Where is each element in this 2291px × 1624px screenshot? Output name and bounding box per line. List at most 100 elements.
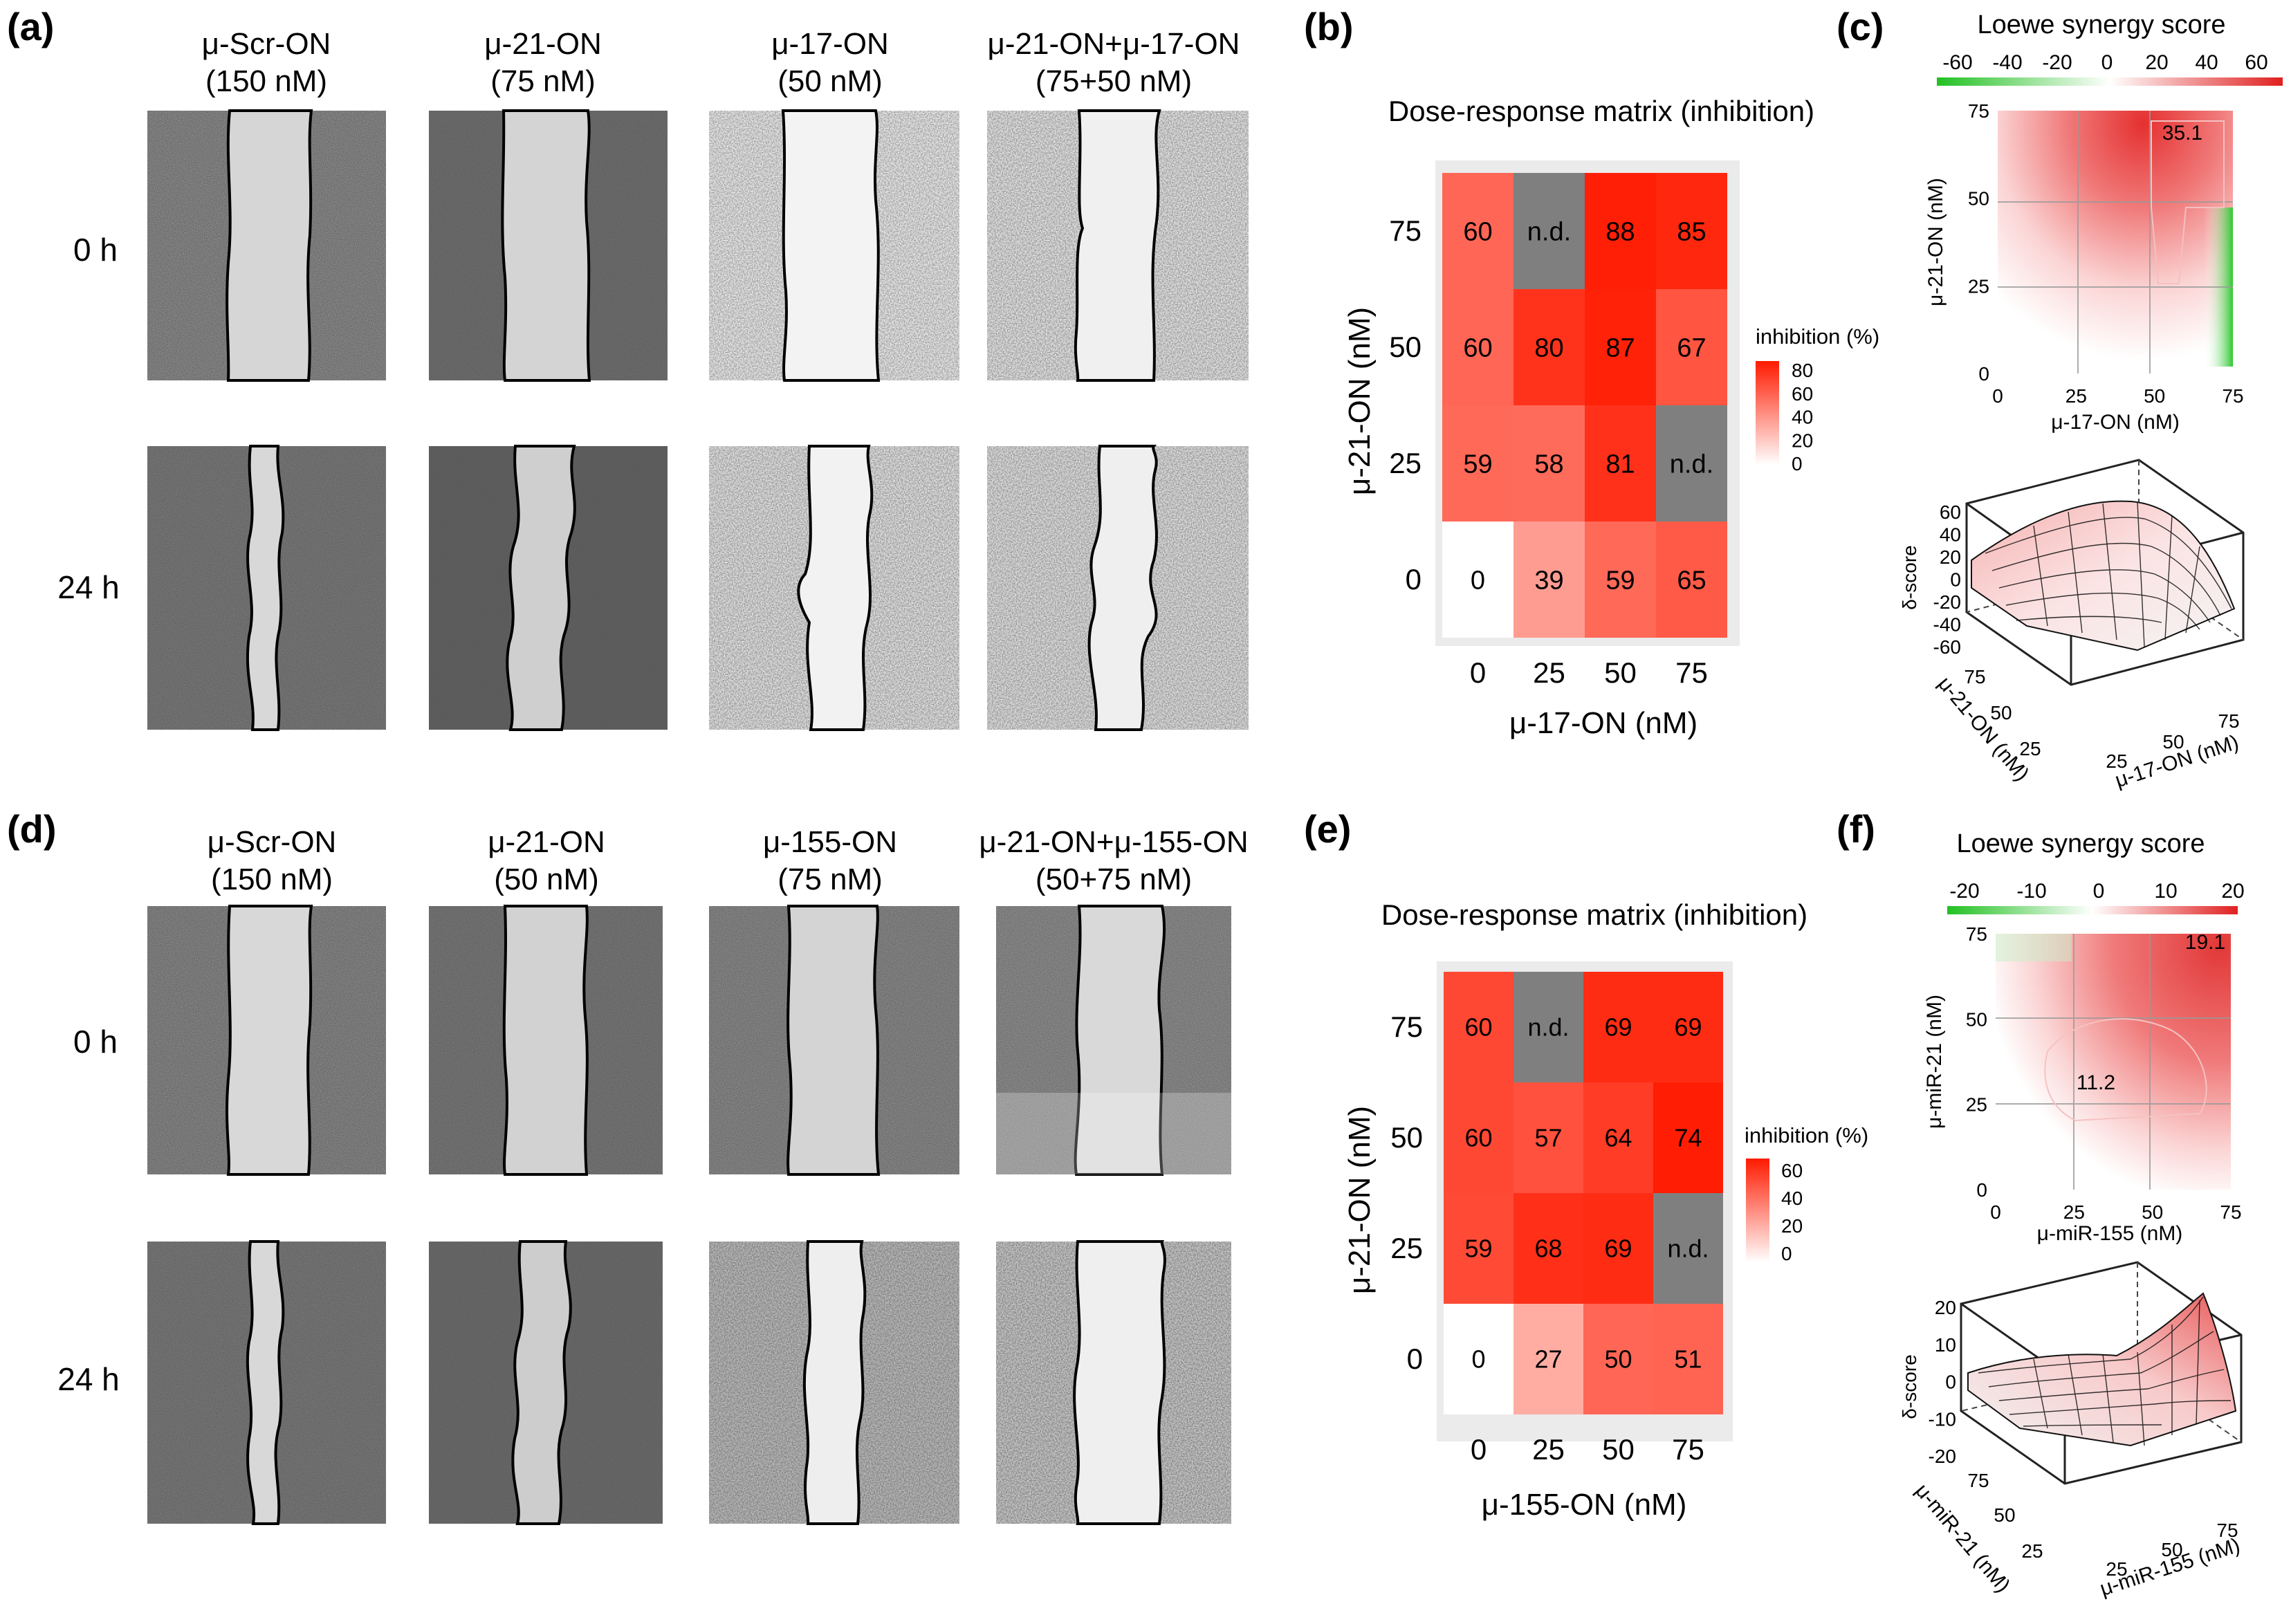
column-title: μ-21-ON [484, 27, 602, 61]
heatmap-cell [1585, 289, 1656, 405]
y-axis-label: μ-21-ON (nM) [1343, 307, 1377, 495]
cell-value-label: 69 [1674, 1013, 1702, 1042]
microscopy-image [147, 109, 386, 382]
column-dose: (75+50 nM) [1036, 64, 1192, 98]
cell-value-label: 81 [1605, 450, 1635, 479]
heatmap-cell [1656, 173, 1727, 289]
mid-value-label: 11.2 [2077, 1071, 2115, 1094]
z-tick-label: -10 [1929, 1408, 1956, 1430]
panel-label-c: (c) [1837, 5, 1884, 48]
legend-colorbar [1746, 1159, 1769, 1262]
column-dose: (50 nM) [778, 64, 883, 98]
cell-value-label: 57 [1534, 1124, 1562, 1152]
cell-value-label: 67 [1677, 333, 1706, 362]
surface-x-tick: 50 [2162, 731, 2184, 753]
heatmap-cell [1513, 289, 1585, 405]
cell-value-label: 60 [1464, 1013, 1492, 1042]
scale-tick-label: 40 [2195, 51, 2218, 74]
axis-ticks: 0 25 50 75 0 25 50 75 [1968, 100, 2244, 407]
scale-tick-label: 0 [2101, 51, 2113, 74]
cell-value-label: 88 [1605, 217, 1635, 246]
cell-value-label: 59 [1605, 566, 1635, 595]
cell-value-label: 69 [1604, 1013, 1632, 1042]
x-tick-label: 0 [1990, 1201, 2001, 1223]
synergy-scale-ticks: -60 -40 -20 0 20 40 60 [1942, 51, 2267, 74]
axis-ticks: 0 25 50 75 0 25 50 75 [1390, 1011, 1704, 1466]
panel-label-b: (b) [1304, 5, 1354, 48]
heatmap-cell [1513, 972, 1583, 1082]
peak-value-label: 19.1 [2185, 931, 2225, 954]
cell-value-label: 27 [1534, 1345, 1562, 1374]
z-axis-ticks: 20 10 0 -10 -20 [1929, 1297, 1956, 1467]
scale-tick-label: 10 [2154, 880, 2177, 903]
synergy-heatmap [1998, 111, 2233, 373]
synergy-panel-c: Loewe synergy score -60 -40 -20 0 20 40 60 35.… [1899, 10, 2283, 792]
x-tick-label: 50 [1602, 1433, 1635, 1466]
heatmap-cell [1583, 972, 1653, 1082]
x-tick-label: 25 [1532, 1433, 1565, 1466]
x-tick-label: 0 [1470, 656, 1486, 689]
cell-value-label: n.d. [1527, 1013, 1569, 1042]
heatmap-cell [1513, 1193, 1583, 1304]
z-axis-label: δ-score [1899, 1354, 1920, 1419]
heatmap-cell [1653, 1193, 1723, 1304]
x-tick-label: 75 [2222, 385, 2243, 407]
axis-ticks: 0 25 50 75 0 25 50 75 [1966, 923, 2242, 1223]
x-tick-label: 50 [2144, 385, 2165, 407]
synergy-colorbar [1947, 906, 2238, 914]
legend-tick-label: 60 [1792, 383, 1813, 405]
column-dose: (50+75 nM) [1036, 862, 1192, 896]
cell-value-label: 74 [1674, 1124, 1702, 1152]
scale-tick-label: -20 [1949, 880, 1979, 903]
time-label-0h: 0 h [73, 232, 118, 268]
cell-value-label: 68 [1534, 1235, 1562, 1263]
y-tick-label: 25 [1966, 1094, 1987, 1116]
panel-label-f: (f) [1837, 807, 1875, 851]
cell-value-label: 64 [1604, 1124, 1632, 1152]
heatmap-cell [1656, 522, 1727, 638]
surface-x-tick: 75 [2216, 1520, 2238, 1541]
column-dose: (50 nM) [494, 862, 599, 896]
cell-value-label: 50 [1604, 1345, 1632, 1374]
x-tick-label: 25 [2063, 1201, 2085, 1223]
panel-label-e: (e) [1304, 807, 1351, 851]
microscopy-image [987, 109, 1249, 382]
y-tick-label: 25 [1968, 275, 1989, 297]
z-tick-label: -20 [1929, 1446, 1956, 1467]
heatmap-cell [1513, 173, 1585, 289]
chart-title: Dose-response matrix (inhibition) [1381, 898, 1807, 931]
chart-title: Loewe synergy score [1977, 10, 2225, 39]
antagonism-region [1996, 934, 2072, 961]
x-tick-label: 25 [2065, 385, 2087, 407]
surface-x-tick: 25 [2106, 1558, 2127, 1580]
microscopy-image [709, 1240, 959, 1525]
heatmap-cell [1444, 972, 1513, 1082]
time-label-0h: 0 h [73, 1024, 118, 1060]
column-dose: (75 nM) [490, 64, 596, 98]
peak-value-label: 35.1 [2162, 122, 2202, 145]
surface-y-label: μ-21-ON (nM) [1933, 672, 2034, 785]
heatmap-cell [1444, 1193, 1513, 1304]
cell-value-label: 65 [1677, 566, 1706, 595]
x-axis-label: μ-17-ON (nM) [2051, 411, 2180, 434]
y-tick-label: 75 [1389, 214, 1421, 247]
surface-y-tick: 75 [1967, 1470, 1989, 1491]
y-tick-label: 50 [1389, 331, 1421, 363]
heatmap-cell [1444, 1304, 1513, 1414]
legend-tick-label: 0 [1792, 453, 1803, 474]
surface-x-tick: 75 [2218, 710, 2239, 732]
heatmap-cell [1442, 173, 1513, 289]
x-tick-label: 25 [1533, 656, 1565, 689]
x-tick-label: 50 [2142, 1201, 2163, 1223]
y-tick-label: 75 [1968, 100, 1989, 122]
scale-tick-label: -40 [1992, 51, 2022, 74]
scale-tick-label: 0 [2093, 880, 2105, 903]
legend-title: inhibition (%) [1745, 1123, 1868, 1147]
y-tick-label: 50 [1390, 1121, 1423, 1154]
heatmap-cell [1583, 1304, 1653, 1414]
z-tick-label: 20 [1940, 546, 1961, 568]
heatmap-cell [1513, 1304, 1583, 1414]
surface-y-tick: 75 [1964, 666, 1985, 688]
